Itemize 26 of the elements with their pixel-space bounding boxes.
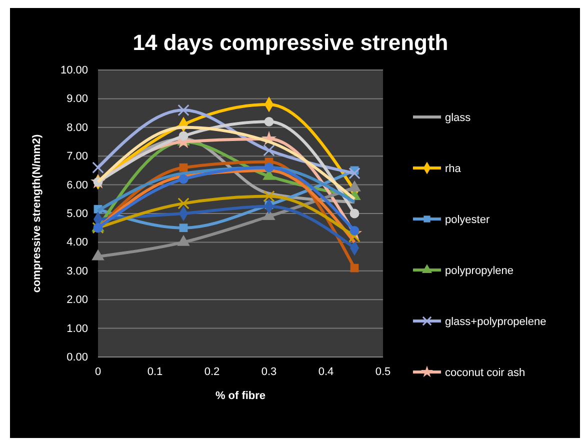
legend-label: polyester (445, 214, 490, 226)
legend-label: polypropylene (445, 265, 514, 277)
y-tick-label: 0.00 (66, 352, 88, 364)
x-tick-label: 0.1 (147, 366, 163, 378)
y-tick-label: 7.00 (66, 150, 88, 163)
y-axis-title: compressive strength(N/mm2) (31, 134, 43, 293)
chart-title: 14 days compressive strength (132, 30, 448, 55)
x-tick-label: 0.4 (318, 366, 334, 378)
y-tick-label: 3.00 (66, 265, 88, 278)
legend-label: glass (445, 112, 472, 124)
y-tick-label: 2.00 (66, 294, 88, 306)
x-tick-label: 0.5 (375, 366, 391, 378)
y-tick-label: 9.00 (66, 93, 88, 106)
y-tick-label: 10.00 (60, 64, 88, 77)
y-tick-label: 8.00 (66, 122, 88, 134)
y-tick-label: 6.00 (66, 179, 88, 192)
x-tick-label: 0 (94, 366, 102, 378)
y-tick-label: 5.00 (66, 208, 88, 220)
y-tick-label: 4.00 (66, 236, 88, 249)
legend-label: glass+polypropelene (445, 316, 546, 328)
x-tick-label: 0.2 (204, 366, 220, 378)
x-tick-label: 0.3 (261, 366, 277, 378)
y-tick-label: 1.00 (66, 322, 88, 335)
x-axis-title: % of fibre (215, 390, 266, 402)
legend-label: rha (445, 163, 462, 175)
legend-label: coconut coir ash (445, 367, 526, 379)
